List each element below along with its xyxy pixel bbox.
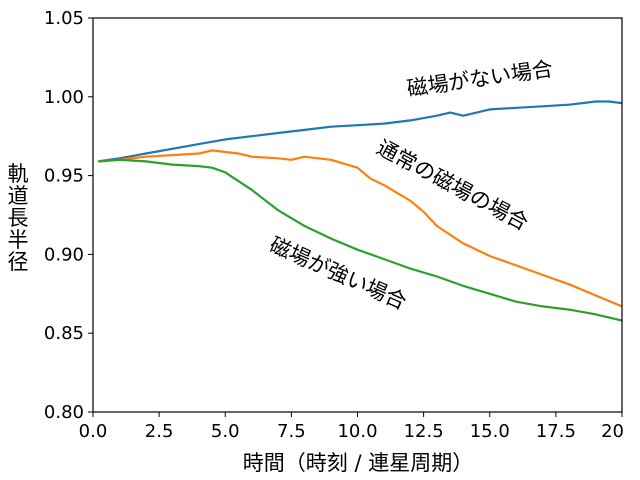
y-axis-label: 軌道長半径 xyxy=(8,162,29,274)
x-tick-label: 7.5 xyxy=(277,421,306,442)
series-line-no-field xyxy=(98,100,623,163)
series-line-normal-field xyxy=(98,149,623,308)
x-tick-label: 2.5 xyxy=(145,421,174,442)
series-layer xyxy=(98,100,623,322)
x-tick-label: 15.0 xyxy=(470,421,510,442)
y-tick-label: 1.00 xyxy=(44,87,84,108)
x-tick-label: 20 xyxy=(601,421,624,442)
x-tick-label: 12.5 xyxy=(404,421,444,442)
x-tick-label: 10.0 xyxy=(337,421,377,442)
y-tick-label: 1.05 xyxy=(44,8,84,29)
x-tick-label: 17.5 xyxy=(536,421,576,442)
series-line-strong-field xyxy=(98,158,623,322)
annotation-no-field: 磁場がない場合 xyxy=(405,57,554,101)
y-tick-label: 0.85 xyxy=(44,323,84,344)
x-axis: 0.0 2.5 5.0 7.5 10.0 12.5 15.0 17.5 20 xyxy=(79,412,624,442)
y-tick-label: 0.95 xyxy=(44,166,84,187)
y-tick-label: 0.90 xyxy=(44,244,84,265)
x-axis-label: 時間（時刻 / 連星周期） xyxy=(243,451,473,475)
y-tick-label: 0.80 xyxy=(44,402,84,423)
x-tick-label: 5.0 xyxy=(211,421,240,442)
x-tick-label: 0.0 xyxy=(79,421,108,442)
annotation-normal-field: 通常の磁場の場合 xyxy=(373,135,533,235)
y-axis: 0.80 0.85 0.90 0.95 1.00 1.05 xyxy=(44,8,93,423)
annotation-strong-field: 磁場が強い場合 xyxy=(266,233,410,315)
